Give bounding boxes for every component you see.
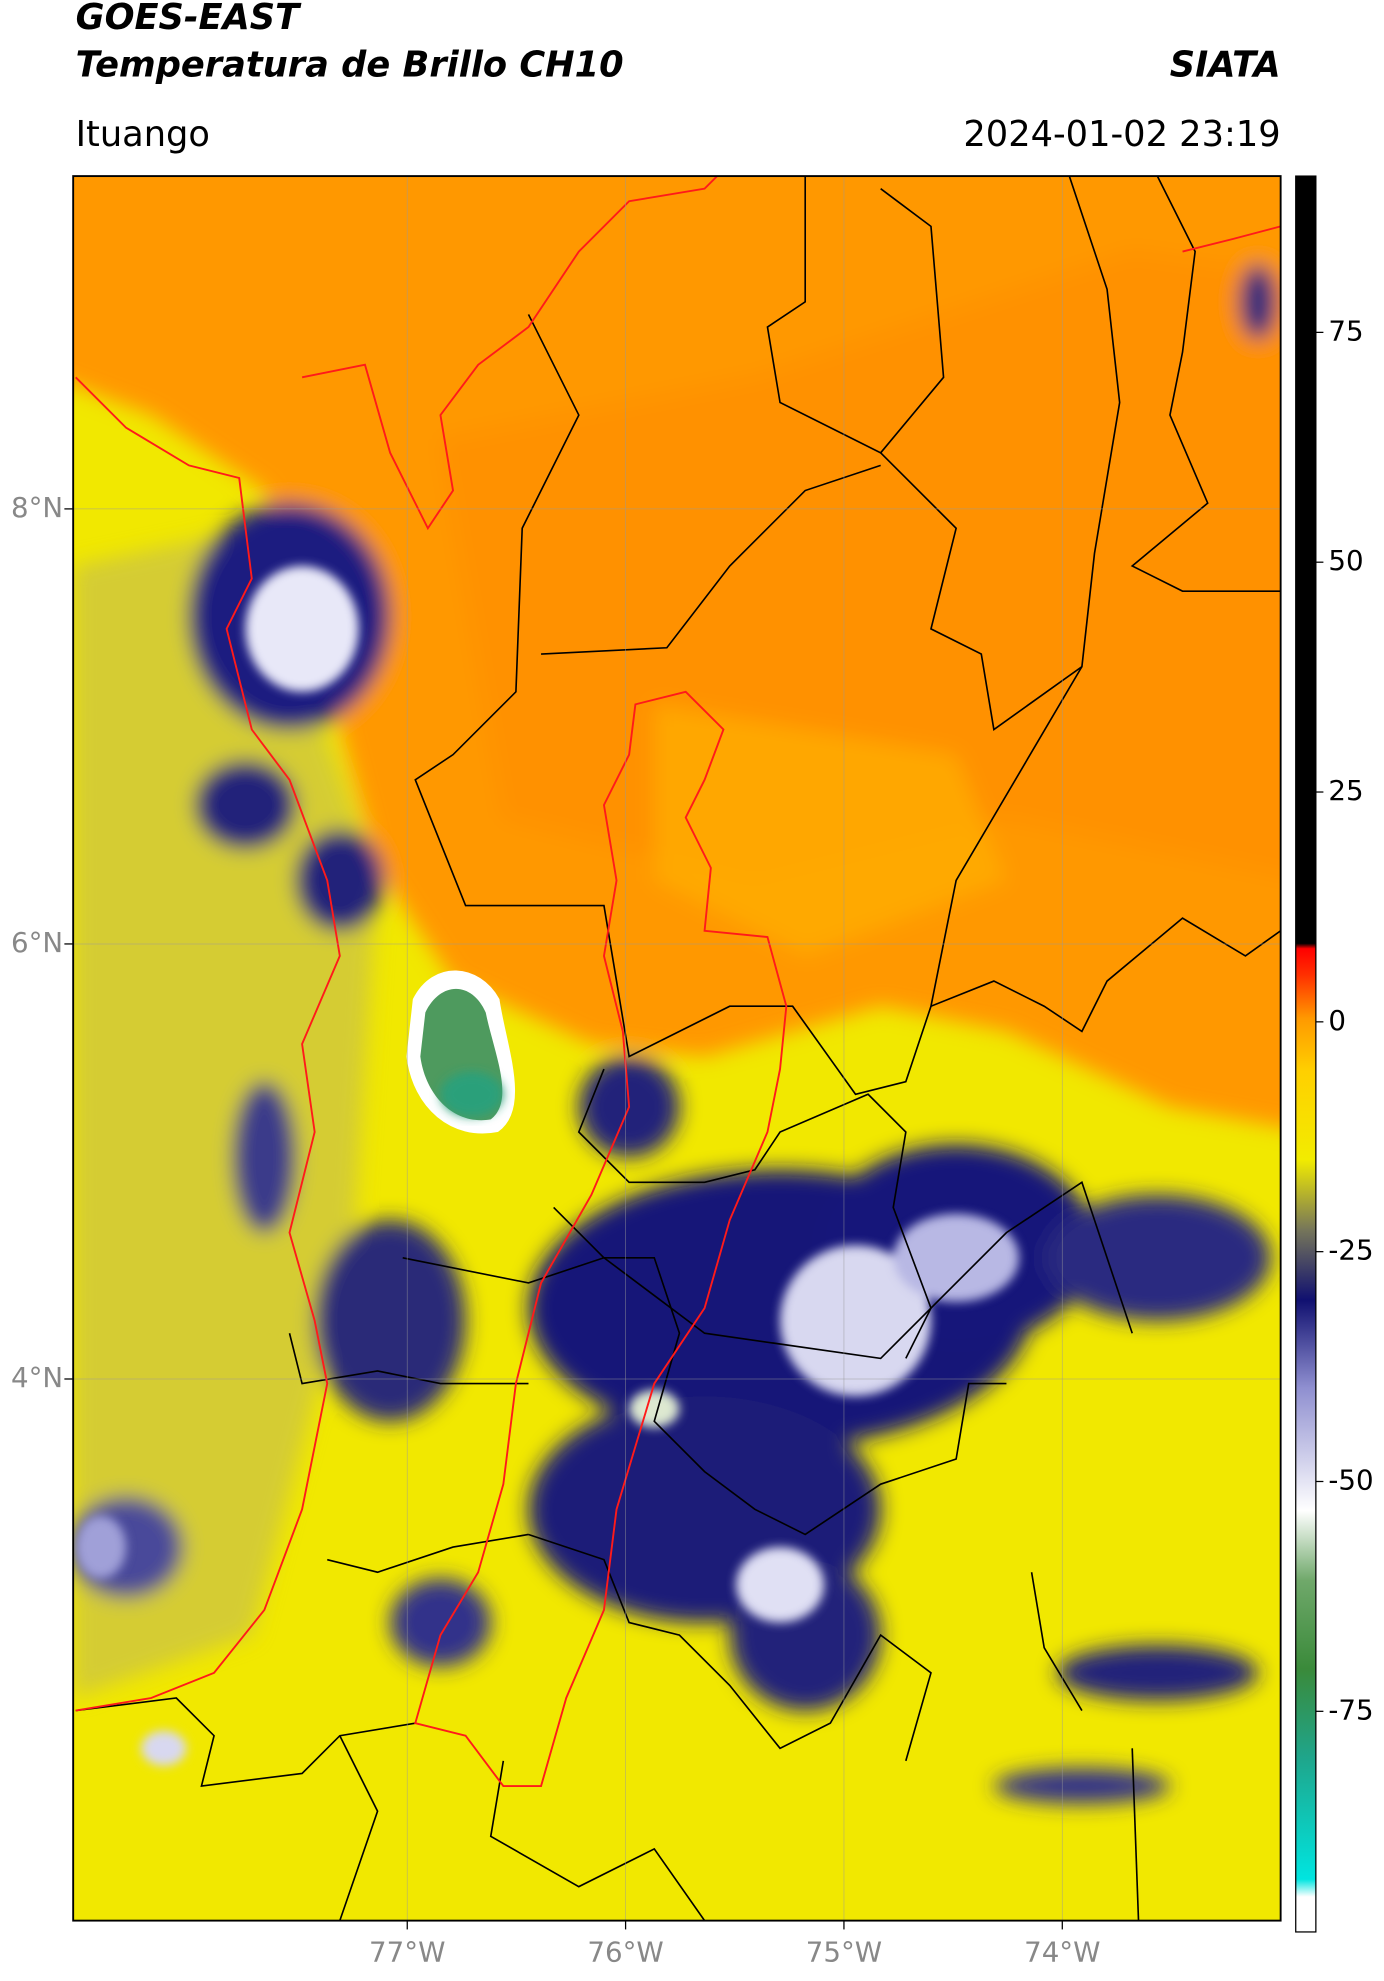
x-tick-label: 75°W: [806, 1935, 882, 1968]
x-tick-label: 76°W: [587, 1935, 663, 1968]
subtitle: Temperatura de Brillo CH10: [76, 45, 624, 86]
colorbar-tick-label: 0: [1328, 1004, 1346, 1037]
colorbar: [1295, 175, 1317, 1933]
colorbar-tick-label: -50: [1328, 1463, 1373, 1496]
datetime: 2024-01-02 23:19: [963, 114, 1280, 155]
map-frame: [72, 175, 1282, 1922]
y-tick-label: 6°N: [11, 926, 63, 959]
location: Ituango: [76, 114, 210, 155]
title: GOES-EAST: [76, 0, 302, 38]
colorbar-tick-label: -75: [1328, 1693, 1373, 1726]
colorbar-tick-label: 75: [1328, 314, 1363, 347]
agency: SIATA: [1170, 45, 1281, 86]
colorbar-tick-label: 25: [1328, 774, 1363, 807]
colorbar-tick-label: -25: [1328, 1234, 1373, 1267]
x-tick-label: 77°W: [369, 1935, 445, 1968]
y-tick-label: 4°N: [11, 1361, 63, 1394]
grid: [73, 176, 1281, 1921]
colorbar-tick-label: 50: [1328, 544, 1363, 577]
y-tick-label: 8°N: [11, 491, 63, 524]
x-tick-label: 74°W: [1024, 1935, 1100, 1968]
satellite-image: [73, 176, 1281, 1921]
